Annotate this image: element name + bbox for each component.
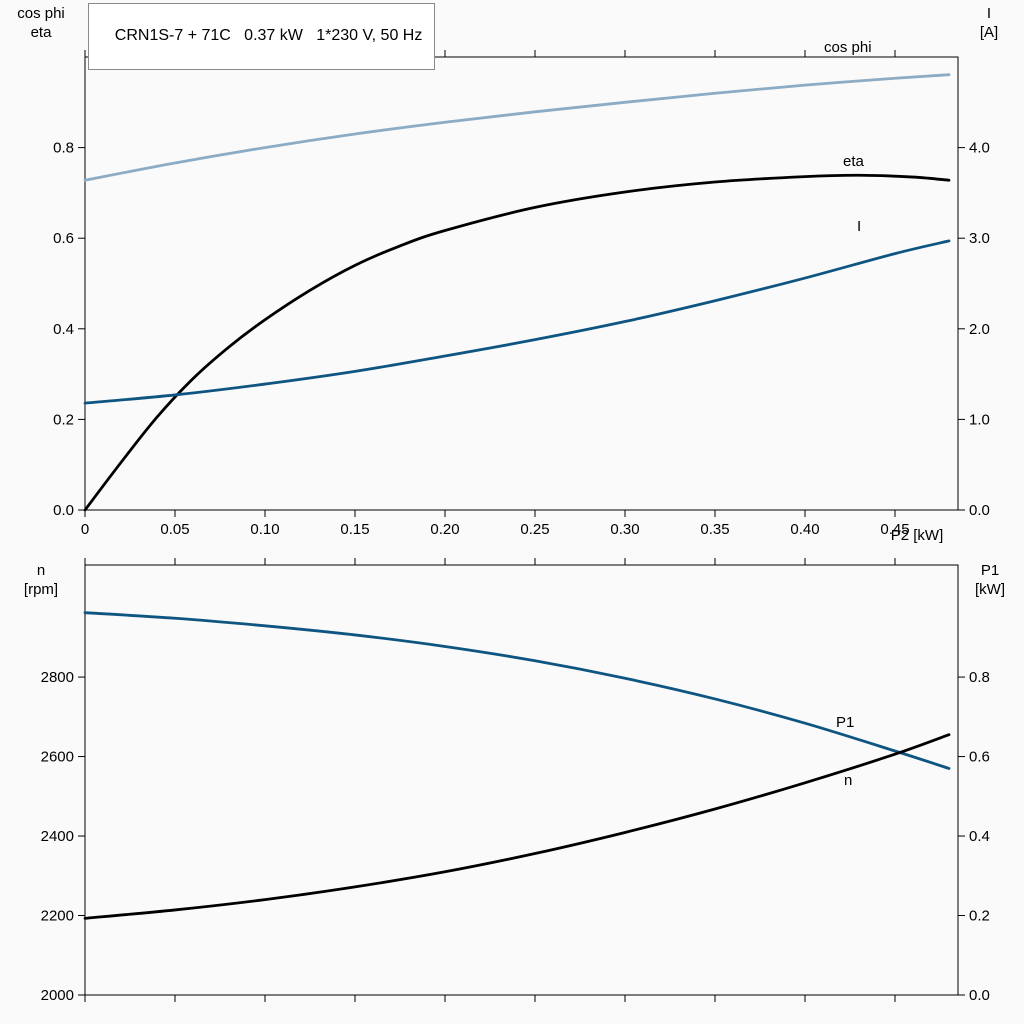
curve-eta: [83, 173, 951, 512]
bottom-right-axis-label: P1 [kW]: [962, 561, 1018, 599]
y-left-tick-label: 2400: [41, 828, 74, 845]
curve-current: [83, 239, 951, 405]
x-tick-label: 0.25: [520, 521, 549, 538]
top-left-axis-label: cos phi eta: [2, 4, 80, 42]
y-right-tick-label: 0.8: [969, 669, 990, 686]
plot-border: [84, 56, 959, 511]
y-left-axis-label-line2: eta: [30, 24, 52, 41]
x-tick-label: 0.05: [160, 521, 189, 538]
x-tick-label: 0.10: [250, 521, 279, 538]
y-left-axis-label-line1: cos phi: [17, 5, 65, 22]
chart-title-box: CRN1S-7 + 71C 0.37 kW 1*230 V, 50 Hz: [88, 3, 436, 70]
y-right-tick-label: 1.0: [969, 411, 990, 428]
plot-border: [84, 564, 959, 996]
bottom-left-axis-label: n [rpm]: [2, 561, 80, 599]
curve-speed: [83, 611, 951, 770]
curve-label-speed: n: [844, 772, 852, 789]
y-left-tick-label: 0.8: [53, 140, 74, 157]
x-tick-label: 0.35: [700, 521, 729, 538]
y-right-tick-label: 0.0: [969, 502, 990, 519]
x-tick-label: 0.30: [610, 521, 639, 538]
power-axis-label-line2: [kW]: [975, 581, 1005, 598]
y-right-tick-label: 0.6: [969, 749, 990, 766]
y-left-tick-label: 2600: [41, 749, 74, 766]
x-tick-label: 0.20: [430, 521, 459, 538]
y-right-tick-label: 0.4: [969, 828, 990, 845]
x-tick-label: 0.15: [340, 521, 369, 538]
power-axis-label-line1: P1: [980, 562, 1000, 579]
y-left-tick-label: 0.4: [53, 321, 74, 338]
y-right-axis-label-line1: I: [986, 5, 992, 22]
y-left-tick-label: 0.0: [53, 502, 74, 519]
y-right-tick-label: 2.0: [969, 321, 990, 338]
top-right-axis-label: I [A]: [960, 4, 1018, 42]
y-left-tick-label: 2200: [41, 908, 74, 925]
x-tick-label: 0: [81, 521, 89, 538]
y-right-tick-label: 3.0: [969, 230, 990, 247]
speed-axis-label-line1: n: [36, 562, 46, 579]
y-left-tick-label: 2800: [41, 669, 74, 686]
curve-label-cos_phi: cos phi: [824, 39, 872, 56]
curve-label-eta: eta: [843, 153, 865, 170]
y-left-tick-label: 0.2: [53, 411, 74, 428]
curve-label-power_input: P1: [836, 714, 854, 731]
y-right-axis-label-line2: [A]: [979, 24, 999, 41]
x-tick-label: 0.40: [790, 521, 819, 538]
curve-cos_phi: [83, 73, 951, 182]
y-right-tick-label: 0.0: [969, 987, 990, 1004]
y-right-tick-label: 0.2: [969, 908, 990, 925]
y-left-tick-label: 2000: [41, 987, 74, 1004]
x-tick-label: 0.45: [880, 521, 909, 538]
speed-axis-label-line2: [rpm]: [23, 581, 59, 598]
y-right-tick-label: 4.0: [969, 140, 990, 157]
y-left-tick-label: 0.6: [53, 230, 74, 247]
curve-label-current: I: [857, 218, 861, 235]
curve-power_input: [83, 733, 951, 920]
chart-title: CRN1S-7 + 71C 0.37 kW 1*230 V, 50 Hz: [114, 27, 423, 44]
x-axis-label: P2 [kW]: [890, 527, 944, 544]
